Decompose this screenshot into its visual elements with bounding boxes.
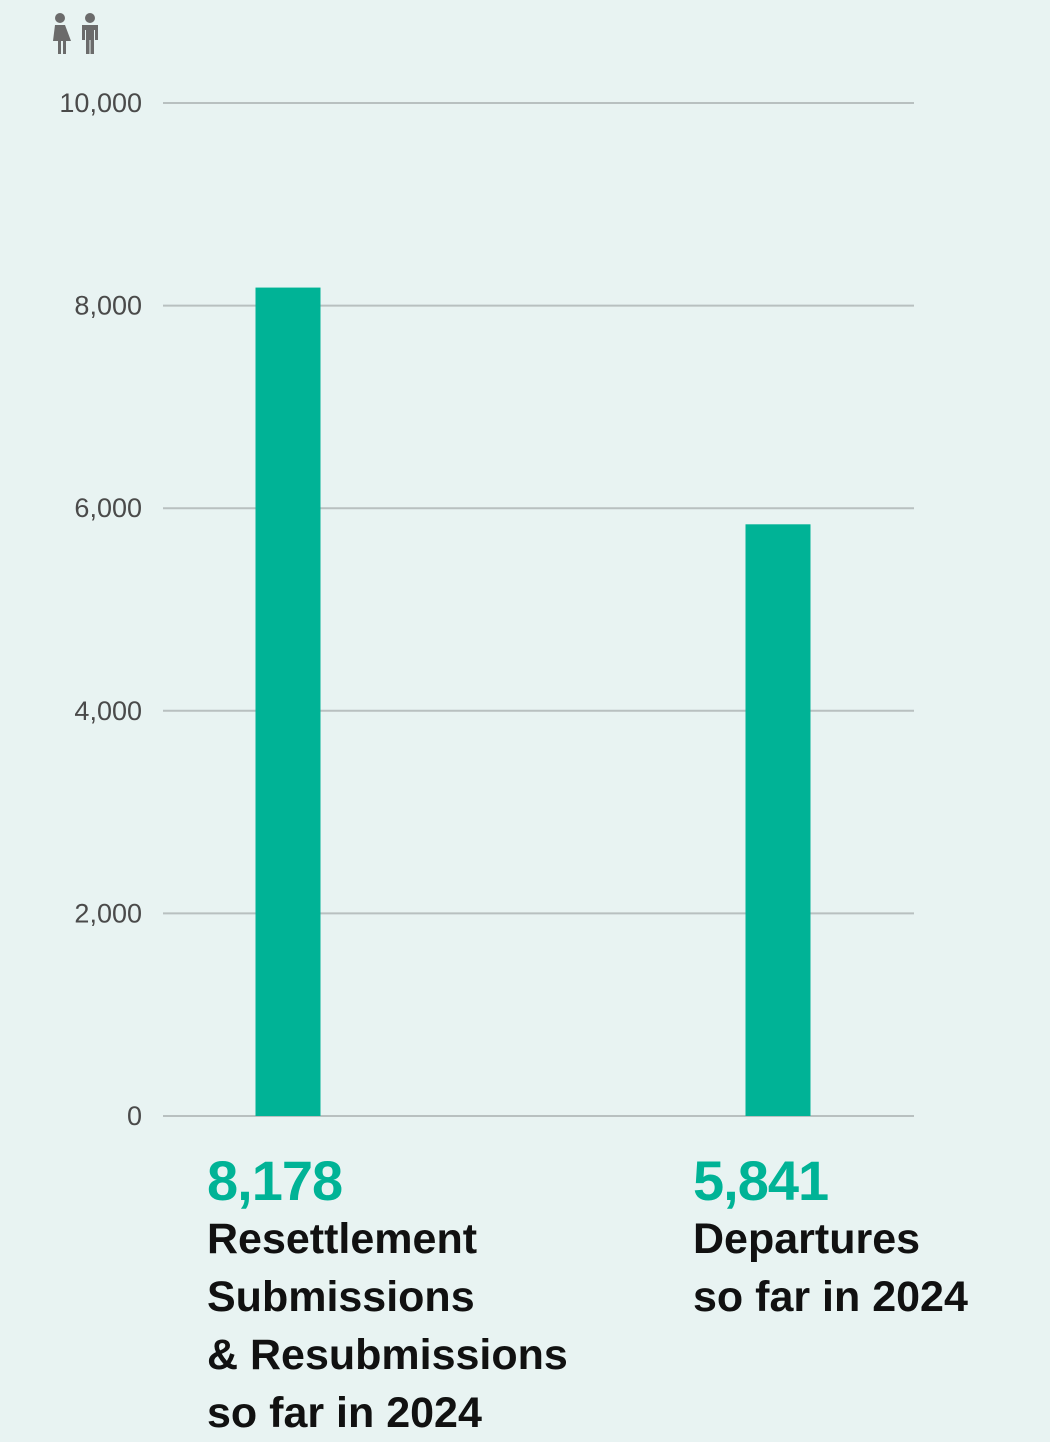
- y-tick-label: 8,000: [74, 291, 142, 321]
- y-tick-label: 10,000: [59, 88, 142, 118]
- bar-1: [255, 287, 321, 1116]
- category-label-submissions: Resettlement Submissions & Resubmissions…: [207, 1210, 568, 1442]
- category-line: Submissions: [207, 1273, 475, 1321]
- category-line: so far in 2024: [207, 1389, 482, 1437]
- bar-2: [745, 524, 811, 1116]
- category-line: & Resubmissions: [207, 1331, 568, 1379]
- category-label-departures: Departures so far in 2024: [693, 1210, 968, 1326]
- value-label-departures: 5,841: [693, 1149, 829, 1212]
- value-label-submissions: 8,178: [207, 1149, 343, 1212]
- y-axis: 0 2,000 4,000 6,000 8,000 10,000: [59, 88, 142, 1131]
- bars: [255, 287, 811, 1116]
- y-tick-label: 2,000: [74, 898, 142, 928]
- category-line: Resettlement: [207, 1215, 478, 1263]
- people-icon: [53, 13, 98, 54]
- y-tick-label: 0: [127, 1101, 142, 1131]
- category-line: so far in 2024: [693, 1273, 968, 1321]
- y-tick-label: 6,000: [74, 493, 142, 523]
- y-tick-label: 4,000: [74, 696, 142, 726]
- category-line: Departures: [693, 1215, 921, 1263]
